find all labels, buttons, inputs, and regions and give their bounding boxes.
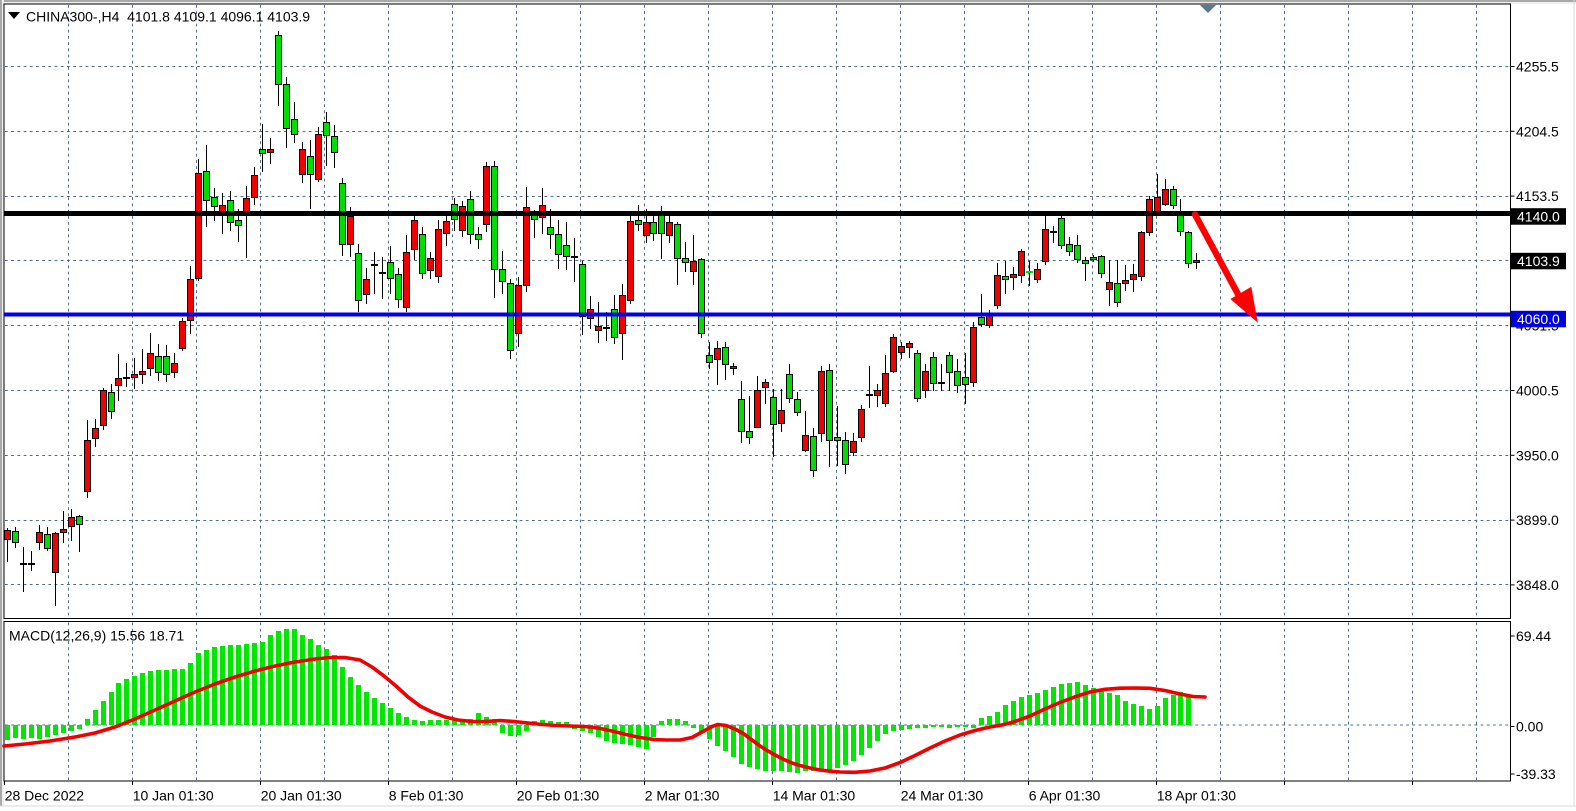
svg-text:69.44: 69.44	[1516, 628, 1551, 644]
svg-text:4153.5: 4153.5	[1516, 188, 1559, 204]
svg-text:8 Feb 01:30: 8 Feb 01:30	[389, 787, 464, 803]
svg-text:4000.5: 4000.5	[1516, 383, 1559, 399]
svg-text:3848.0: 3848.0	[1516, 577, 1559, 593]
svg-text:14 Mar 01:30: 14 Mar 01:30	[773, 787, 856, 803]
svg-text:28 Dec 2022: 28 Dec 2022	[5, 787, 85, 803]
svg-text:4140.0: 4140.0	[1517, 208, 1560, 224]
svg-text:-39.33: -39.33	[1516, 766, 1556, 782]
svg-text:CHINA300-,H4 4101.8 4109.1 40: CHINA300-,H4 4101.8 4109.1 4096.1 4103.9	[26, 9, 310, 25]
svg-text:2 Mar 01:30: 2 Mar 01:30	[645, 787, 720, 803]
svg-text:0.00: 0.00	[1516, 719, 1543, 735]
svg-text:4204.5: 4204.5	[1516, 123, 1559, 139]
svg-text:18 Apr 01:30: 18 Apr 01:30	[1157, 787, 1237, 803]
svg-text:6 Apr 01:30: 6 Apr 01:30	[1029, 787, 1101, 803]
svg-text:4103.9: 4103.9	[1517, 253, 1560, 269]
svg-text:MACD(12,26,9) 15.56 18.71: MACD(12,26,9) 15.56 18.71	[9, 628, 184, 644]
svg-text:24 Mar 01:30: 24 Mar 01:30	[901, 787, 984, 803]
svg-text:10 Jan 01:30: 10 Jan 01:30	[133, 787, 214, 803]
svg-text:3899.0: 3899.0	[1516, 512, 1559, 528]
svg-text:4255.5: 4255.5	[1516, 59, 1559, 75]
svg-text:20 Jan 01:30: 20 Jan 01:30	[261, 787, 342, 803]
svg-text:3950.0: 3950.0	[1516, 447, 1559, 463]
svg-text:4060.0: 4060.0	[1517, 311, 1560, 327]
svg-text:20 Feb 01:30: 20 Feb 01:30	[517, 787, 600, 803]
